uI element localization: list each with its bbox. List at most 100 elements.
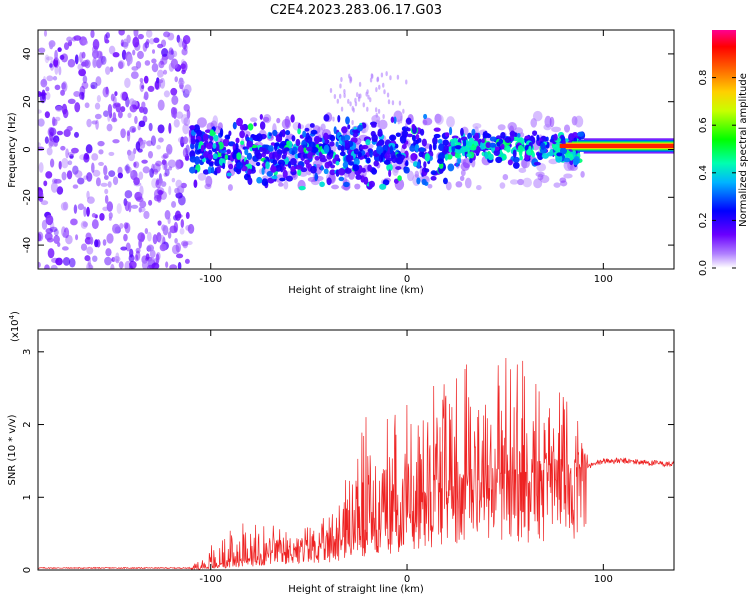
band-blob (228, 163, 234, 170)
noise-blob (97, 140, 105, 147)
band-blob (461, 136, 468, 141)
noise-blob (91, 162, 95, 173)
noise-blob (134, 254, 139, 262)
noise-blob (150, 135, 157, 147)
band-haze (354, 183, 361, 190)
band-blob (489, 136, 497, 142)
noise-blob (153, 168, 159, 175)
band-blob (304, 159, 310, 165)
band-blob (485, 142, 491, 149)
noise-blob (154, 80, 161, 90)
band-blob (438, 162, 444, 169)
spike-blob (397, 119, 401, 125)
band-blob (295, 164, 303, 170)
band-blob (310, 165, 317, 174)
band-blob (282, 169, 288, 179)
band-blob (323, 168, 329, 175)
noise-blob (38, 233, 42, 242)
band-blob (468, 137, 474, 144)
noise-blob (181, 48, 188, 56)
spike-blob (351, 120, 354, 126)
band-blob (268, 145, 274, 152)
band-haze (499, 182, 506, 189)
band-blob (528, 145, 532, 152)
band-blob (424, 168, 430, 173)
band-blob (274, 151, 278, 158)
noise-blob (163, 90, 171, 98)
band-blob (280, 148, 287, 154)
noise-blob (112, 52, 120, 58)
band-blob (314, 172, 318, 182)
band-blob (371, 134, 378, 143)
noise-blob (156, 77, 160, 84)
band-blob (250, 134, 256, 138)
band-blob (209, 129, 215, 137)
band-blob (291, 150, 295, 156)
noise-blob (74, 54, 79, 65)
band-blob (232, 143, 236, 152)
band-blob (455, 162, 459, 167)
band-blob (246, 152, 253, 161)
noise-blob (177, 261, 182, 269)
band-haze (445, 181, 452, 191)
noise-blob (180, 182, 187, 189)
noise-blob (169, 264, 178, 269)
band-haze (446, 116, 455, 128)
snr-series-line (38, 357, 674, 570)
band-blob (324, 139, 330, 145)
noise-blob (178, 79, 185, 86)
band-blob (371, 123, 377, 128)
noise-blob (144, 228, 149, 235)
band-haze (460, 162, 470, 171)
band-blob (252, 166, 256, 171)
noise-blob (92, 39, 100, 50)
noise-blob (133, 177, 140, 186)
band-haze (422, 117, 433, 126)
spike-blob (382, 82, 385, 88)
band-blob (383, 159, 391, 165)
band-haze (464, 177, 472, 189)
band-blob (334, 154, 340, 161)
band-blob (210, 166, 215, 174)
spike-blob (357, 93, 361, 99)
noise-blob (155, 253, 160, 265)
noise-blob (73, 91, 81, 98)
noise-blob (100, 182, 108, 187)
band-haze (278, 182, 284, 187)
noise-blob (174, 237, 178, 244)
noise-blob (82, 75, 88, 84)
band-blob (512, 156, 520, 163)
spike-blob (339, 83, 342, 89)
noise-blob (46, 147, 53, 156)
band-blob (274, 164, 283, 172)
noise-blob (82, 221, 89, 228)
band-blob (393, 178, 399, 184)
noise-blob (73, 35, 82, 41)
noise-blob (167, 231, 172, 239)
noise-blob (77, 203, 85, 211)
band-blob (455, 149, 462, 154)
noise-blob (171, 201, 177, 208)
band-blob (236, 152, 242, 160)
band-blob (212, 153, 218, 160)
y-tick-label: -40 (22, 237, 33, 253)
noise-blob (94, 239, 99, 248)
snr-ylabel: SNR (10 * v/v) (7, 414, 18, 485)
noise-blob (106, 123, 113, 132)
noise-blob (70, 218, 78, 226)
noise-blob (57, 47, 62, 53)
spike-blob (371, 73, 374, 79)
noise-blob (142, 166, 150, 174)
noise-blob (155, 178, 160, 186)
band-blob (430, 175, 437, 181)
band-blob (454, 145, 462, 150)
noise-blob (91, 120, 98, 125)
band-haze (564, 124, 571, 133)
band-blob (460, 127, 464, 137)
noise-blob (38, 261, 41, 268)
band-haze (205, 175, 212, 187)
noise-blob (48, 127, 57, 137)
band-blob (414, 154, 418, 160)
band-blob (563, 157, 571, 163)
band-blob (323, 114, 330, 122)
